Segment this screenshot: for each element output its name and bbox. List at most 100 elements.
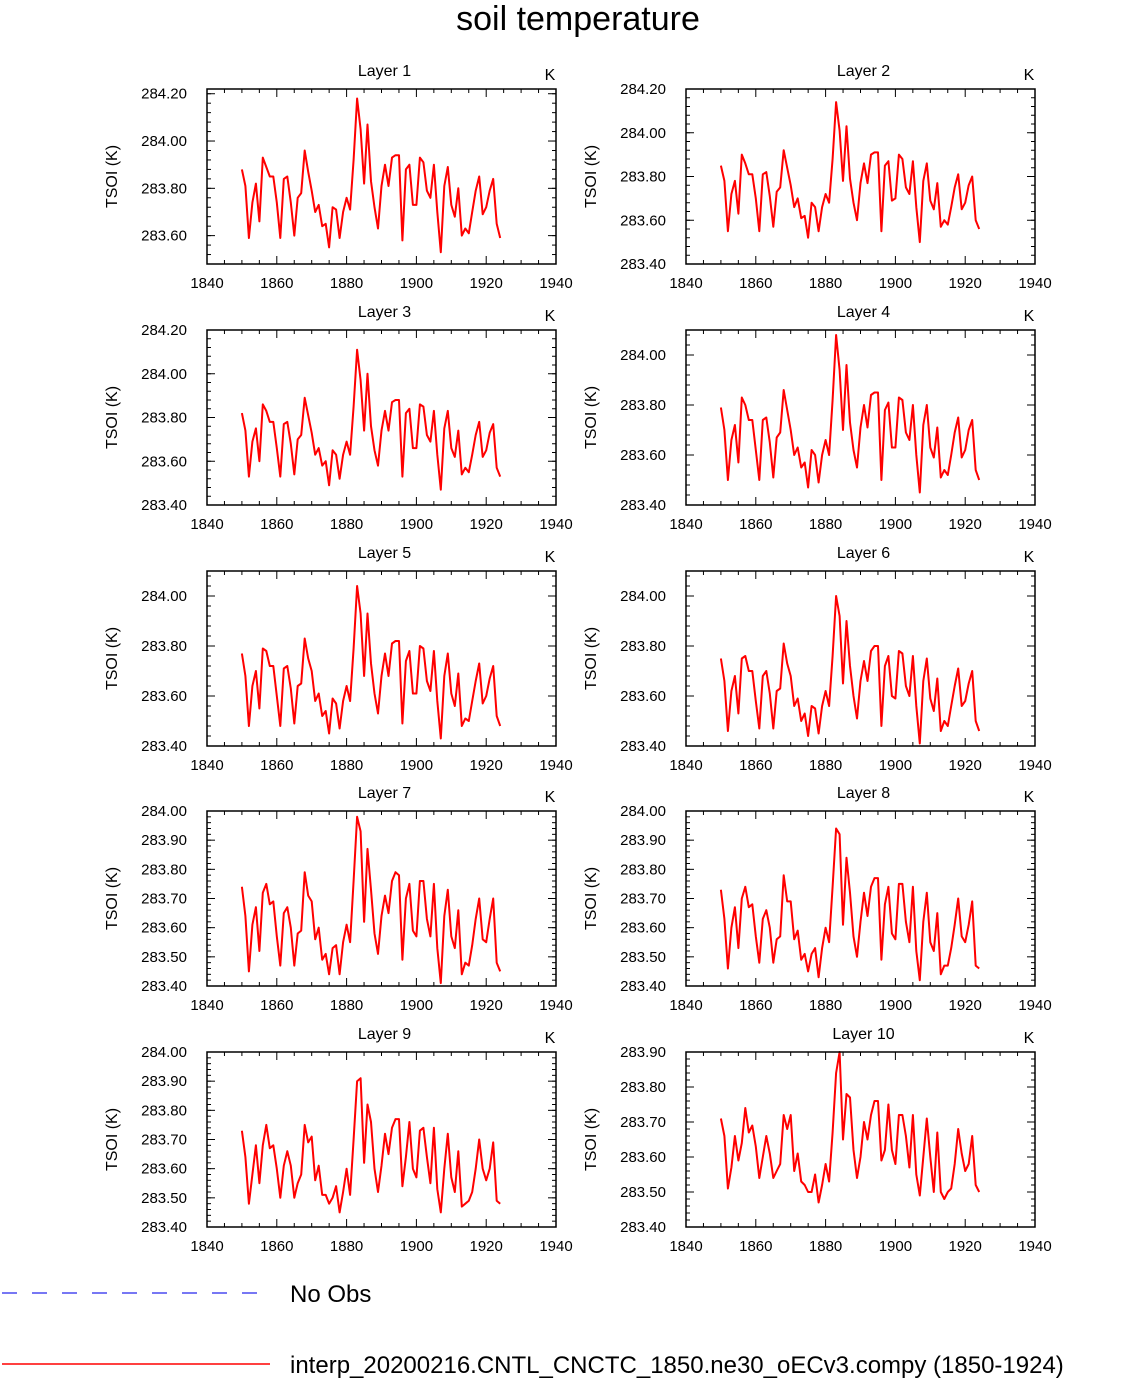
y-tick-label: 283.40 [141, 497, 187, 514]
x-tick-label: 1920 [949, 275, 982, 292]
x-tick-label: 1880 [330, 757, 363, 774]
panel-title: Layer 8 [837, 785, 890, 802]
plot-frame [206, 810, 557, 987]
x-tick-label: 1860 [739, 757, 772, 774]
x-tick-label: 1900 [879, 1238, 912, 1255]
x-tick-label: 1940 [1018, 1238, 1051, 1255]
y-tick-label: 283.80 [620, 861, 666, 878]
panel-title: Layer 6 [837, 545, 890, 562]
y-tick-label: 284.00 [141, 588, 187, 605]
x-tick-label: 1840 [669, 516, 702, 533]
x-tick-label: 1860 [260, 516, 293, 533]
figure-title: soil temperature [456, 0, 700, 38]
y-tick-label: 283.60 [141, 1161, 187, 1178]
panel-title: Layer 9 [358, 1026, 411, 1043]
x-tick-label: 1940 [1018, 516, 1051, 533]
y-tick-label: 283.90 [620, 832, 666, 849]
x-tick-label: 1860 [739, 1238, 772, 1255]
y-tick-label: 283.70 [620, 891, 666, 908]
plot-frame [206, 329, 557, 506]
y-tick-label: 283.80 [141, 861, 187, 878]
panel-layer-2: 1840 1860 1880 1900 1920 1940 283.40 283.60 283.… [583, 63, 1052, 292]
x-tick-label: 1840 [669, 1238, 702, 1255]
x-tick-label: 1840 [190, 1238, 223, 1255]
legend-label-model: interp_20200216.CNTL_CNCTC_1850.ne30_oEC… [290, 1352, 1064, 1379]
y-tick-label: 283.50 [620, 949, 666, 966]
x-tick-label: 1940 [539, 757, 572, 774]
legend: No Obs interp_20200216.CNTL_CNCTC_1850.n… [2, 1281, 1064, 1379]
x-tick-label: 1860 [260, 275, 293, 292]
x-tick-label: 1920 [470, 516, 503, 533]
series-line [719, 827, 980, 982]
units-label: K [1024, 549, 1035, 566]
panel-title: Layer 2 [837, 63, 890, 80]
y-tick-label: 284.20 [620, 81, 666, 98]
y-tick-label: 283.40 [141, 1219, 187, 1236]
y-axis-label: TSOI (K) [583, 386, 600, 449]
y-tick-label: 283.50 [141, 949, 187, 966]
x-tick-label: 1940 [539, 275, 572, 292]
panel-title: Layer 7 [358, 785, 411, 802]
units-label: K [1024, 67, 1035, 84]
y-tick-label: 283.40 [620, 1219, 666, 1236]
y-tick-label: 284.00 [141, 1044, 187, 1061]
y-axis-label: TSOI (K) [104, 867, 121, 930]
x-tick-label: 1840 [190, 997, 223, 1014]
plot-frame [685, 570, 1036, 747]
y-axis-label: TSOI (K) [583, 145, 600, 208]
panels: 1840 1860 1880 1900 1920 1940 283.60 283.80 284.… [104, 63, 1052, 1255]
y-tick-label: 284.00 [620, 803, 666, 820]
x-tick-label: 1920 [949, 1238, 982, 1255]
units-label: K [1024, 308, 1035, 325]
x-tick-label: 1840 [669, 275, 702, 292]
units-label: K [545, 67, 556, 84]
series-line [719, 595, 981, 745]
y-axis-label: TSOI (K) [583, 1108, 600, 1171]
panel-layer-4: 1840 1860 1880 1900 1920 1940 283.40 283.60 283.… [583, 304, 1052, 533]
x-tick-label: 1900 [879, 757, 912, 774]
y-tick-label: 283.60 [141, 228, 187, 245]
panel-title: Layer 10 [832, 1026, 894, 1043]
units-label: K [1024, 1030, 1035, 1047]
x-tick-label: 1840 [669, 757, 702, 774]
panel-title: Layer 1 [358, 63, 411, 80]
x-tick-label: 1880 [809, 275, 842, 292]
y-tick-label: 284.00 [141, 366, 187, 383]
y-tick-label: 283.90 [620, 1044, 666, 1061]
x-tick-label: 1940 [539, 1238, 572, 1255]
units-label: K [545, 789, 556, 806]
series-line [719, 1051, 981, 1204]
series-line [240, 348, 502, 491]
series-line [240, 585, 502, 740]
x-tick-label: 1860 [260, 757, 293, 774]
y-tick-label: 283.60 [620, 920, 666, 937]
y-tick-label: 283.40 [620, 978, 666, 995]
x-tick-label: 1840 [190, 516, 223, 533]
x-tick-label: 1880 [809, 516, 842, 533]
y-tick-label: 283.50 [620, 1184, 666, 1201]
x-tick-label: 1940 [1018, 275, 1051, 292]
y-tick-label: 283.40 [141, 738, 187, 755]
plot-frame [685, 88, 1036, 265]
panel-title: Layer 4 [837, 304, 890, 321]
y-tick-label: 283.80 [141, 180, 187, 197]
panel-layer-7: 1840 1860 1880 1900 1920 1940 283.40 283.50 283.… [104, 785, 573, 1014]
y-tick-label: 283.80 [620, 638, 666, 655]
x-tick-label: 1880 [330, 516, 363, 533]
x-tick-label: 1900 [400, 757, 433, 774]
x-tick-label: 1900 [400, 997, 433, 1014]
plot-frame [685, 1051, 1036, 1228]
plot-frame [685, 810, 1036, 987]
panel-layer-9: 1840 1860 1880 1900 1920 1940 283.40 283.50 283.… [104, 1026, 573, 1255]
x-tick-label: 1940 [1018, 757, 1051, 774]
y-tick-label: 283.90 [141, 832, 187, 849]
series-line [240, 815, 502, 985]
y-axis-label: TSOI (K) [104, 386, 121, 449]
y-tick-label: 283.60 [141, 453, 187, 470]
y-tick-label: 284.00 [620, 347, 666, 364]
y-tick-label: 283.60 [620, 1149, 666, 1166]
y-axis-label: TSOI (K) [104, 627, 121, 690]
x-tick-label: 1920 [470, 1238, 503, 1255]
y-tick-label: 284.20 [141, 322, 187, 339]
